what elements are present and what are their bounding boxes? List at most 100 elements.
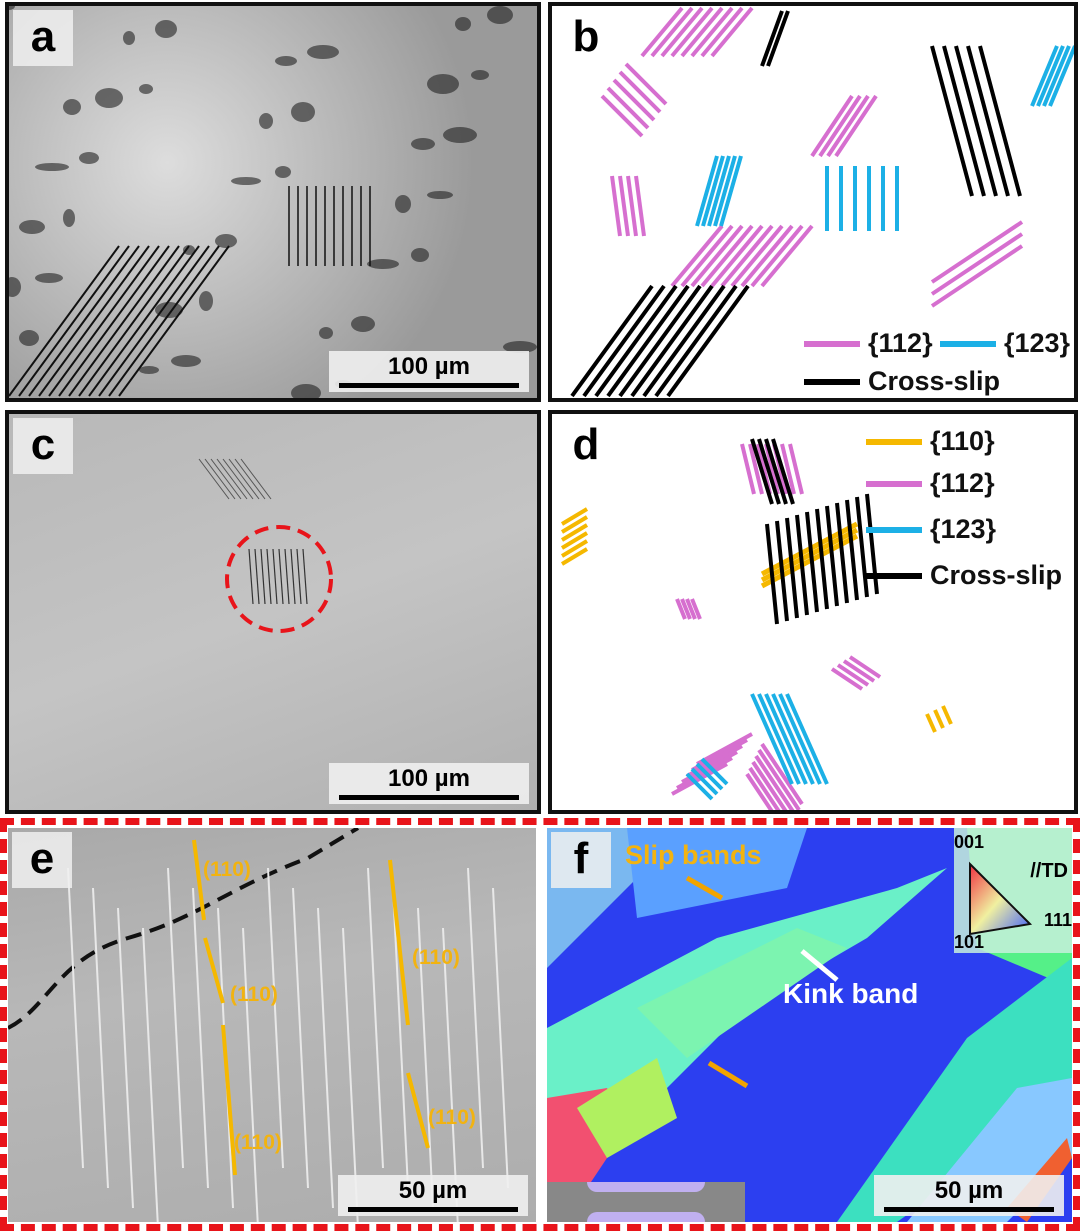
slip-line — [216, 458, 248, 500]
slip-line — [240, 458, 272, 500]
slip-trace-110-marker — [406, 1072, 430, 1149]
slip-trace-112 — [690, 598, 702, 620]
slip-trace-112 — [610, 175, 622, 237]
slip-trace-112 — [848, 655, 882, 679]
cross-slip-trace — [815, 508, 829, 610]
dark-feature — [319, 327, 333, 339]
ipf-legend: 001 //TD 111 101 — [954, 828, 1072, 953]
slip-line — [234, 458, 266, 500]
panel-label: c — [13, 418, 73, 474]
slip-trace-112 — [680, 6, 724, 58]
slip-line — [48, 245, 160, 397]
slip-trace-123 — [695, 762, 724, 791]
dark-feature — [63, 209, 75, 227]
slip-trace-123 — [690, 767, 719, 796]
cross-slip-trace — [845, 499, 859, 601]
slip-line — [290, 548, 296, 605]
cross-slip-trace — [594, 284, 678, 398]
slip-trace-112 — [810, 94, 854, 158]
slip-trace-112 — [730, 224, 784, 288]
slip-trace-110 — [560, 547, 589, 566]
cross-slip-trace — [630, 284, 714, 398]
slip-trace-112 — [930, 220, 1024, 284]
slip-trace-112 — [842, 659, 876, 683]
annotation-110: (110) — [428, 1106, 476, 1129]
dark-feature — [215, 234, 237, 248]
slip-line — [67, 867, 84, 1169]
dark-feature — [275, 166, 291, 178]
slip-trace-112 — [748, 443, 764, 495]
slip-trace-112 — [751, 760, 788, 810]
slip-trace-110 — [560, 523, 589, 542]
dark-feature — [139, 366, 159, 374]
slip-line — [98, 245, 210, 397]
legend-112: {112} — [804, 328, 933, 359]
slip-trace-112 — [690, 224, 744, 288]
legend-cross-slip: Cross-slip — [804, 366, 1000, 397]
dark-feature — [183, 245, 195, 255]
slip-line — [248, 548, 254, 605]
slip-trace-123 — [1048, 45, 1074, 107]
dark-feature — [19, 330, 39, 346]
slip-trace-112 — [836, 663, 870, 687]
slip-trace-123 — [1036, 45, 1065, 107]
slip-trace-110-marker — [221, 1024, 237, 1176]
slip-trace-110 — [560, 531, 589, 550]
dark-feature — [199, 291, 213, 311]
cross-slip-trace — [835, 502, 849, 604]
slip-trace-112 — [720, 224, 774, 288]
slip-trace-112 — [670, 6, 714, 58]
panel-label: d — [572, 420, 600, 469]
micrograph-a-texture — [9, 6, 537, 398]
dark-feature — [259, 113, 273, 129]
slip-trace-112 — [930, 232, 1024, 296]
slip-trace-112 — [634, 175, 646, 237]
slip-line — [204, 458, 236, 500]
scale-bar: 100 µm — [329, 351, 529, 392]
slip-trace-112 — [710, 6, 754, 58]
slip-trace-123 — [695, 155, 719, 227]
slip-line — [58, 245, 170, 397]
slip-traces-d — [560, 438, 953, 810]
annotation-110: (110) — [230, 983, 278, 1006]
slip-line — [210, 458, 242, 500]
slip-trace-110 — [941, 705, 953, 725]
cross-slip-trace — [757, 438, 781, 505]
slip-trace-112 — [826, 94, 870, 158]
cross-slip-trace — [570, 284, 654, 398]
slip-trace-110 — [560, 515, 589, 534]
cross-slip-trace — [785, 517, 799, 619]
dark-feature — [63, 99, 81, 115]
slip-trace-123 — [764, 693, 808, 785]
slip-line — [9, 245, 120, 397]
slip-trace-112 — [788, 443, 804, 495]
slip-line — [254, 548, 260, 605]
dark-feature — [503, 341, 537, 353]
slip-line — [117, 907, 134, 1209]
slip-trace-112 — [600, 94, 644, 138]
panel-d-slip-trace-map: d {110} {112} {123} Cross-slip — [548, 410, 1078, 814]
slip-trace-112 — [618, 70, 662, 114]
slip-line — [108, 245, 220, 397]
legend-123: {123} — [940, 328, 1070, 359]
slip-trace-112 — [748, 766, 781, 810]
dark-feature — [443, 127, 477, 143]
cross-slip-trace — [795, 514, 809, 616]
slip-line — [392, 887, 409, 1189]
slip-line — [198, 458, 230, 500]
dark-feature — [155, 20, 177, 38]
slip-trace-112 — [670, 224, 724, 288]
slip-line — [467, 867, 484, 1169]
slip-trace-112 — [930, 244, 1024, 308]
legend-110: {110} — [866, 426, 995, 457]
slip-trace-123 — [785, 693, 829, 785]
slip-trace-112 — [818, 94, 862, 158]
slip-trace-112 — [675, 598, 687, 620]
cross-slip-trace — [775, 520, 789, 622]
slip-trace-112 — [740, 443, 756, 495]
dark-feature — [35, 163, 69, 171]
slip-line — [18, 245, 130, 397]
slip-trace-110-marker — [192, 839, 206, 921]
slip-trace-123 — [757, 693, 801, 785]
slip-trace-112 — [830, 667, 864, 691]
